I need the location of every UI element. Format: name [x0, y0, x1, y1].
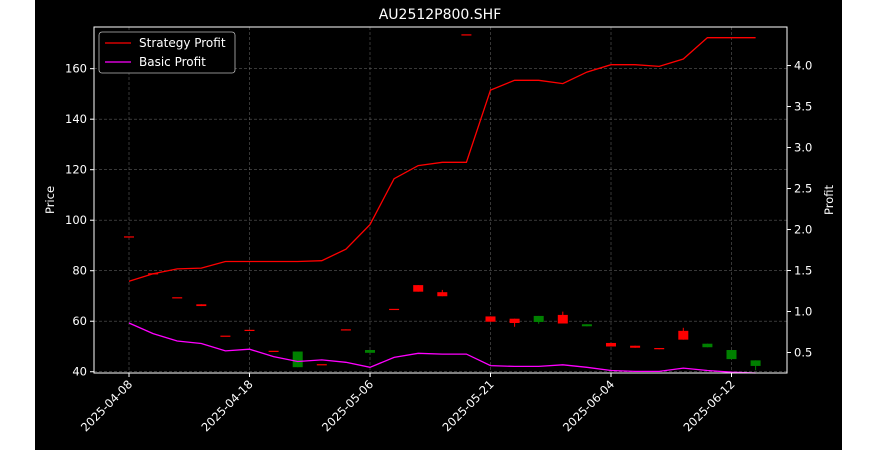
x-tick-label: 2025-06-12 — [680, 377, 737, 434]
y-tick-label-left: 140 — [65, 112, 87, 126]
y-tick-label-right: 2.0 — [794, 223, 812, 237]
candle-body — [389, 308, 400, 311]
y-tick-label-left: 120 — [65, 163, 87, 177]
candle-body — [196, 304, 207, 307]
y-tick-label-left: 60 — [72, 314, 87, 328]
x-tick-label: 2025-05-21 — [439, 377, 496, 434]
candle — [509, 318, 520, 327]
y-axis-right-label: Profit — [822, 185, 836, 215]
candle-body — [702, 343, 713, 348]
candle — [389, 308, 400, 311]
y-tick-label-left: 100 — [65, 213, 87, 227]
chart-figure: 40 60 80 100 120 140 160 0.5 1.0 1.5 2.0 2.5 3.0 3.5… — [35, 0, 842, 450]
candle — [244, 329, 255, 332]
legend-label-strategy-profit: Strategy Profit — [139, 36, 226, 50]
y-axis-left-label: Price — [43, 186, 57, 214]
candle-body — [509, 318, 520, 323]
candle — [196, 304, 207, 307]
candle-body — [726, 350, 737, 360]
candle-body — [557, 314, 568, 324]
candle-body — [244, 329, 255, 332]
series-line-basic-profit — [128, 322, 756, 374]
y-tick-label-right: 0.5 — [794, 346, 812, 360]
candle — [316, 364, 327, 366]
candle — [172, 297, 183, 299]
candle-body — [678, 330, 689, 340]
candle — [678, 327, 689, 340]
candle-body — [316, 364, 327, 366]
candle-body — [292, 351, 303, 368]
candle — [437, 289, 448, 297]
candle — [292, 351, 303, 368]
candle — [461, 34, 472, 36]
candle — [630, 345, 641, 348]
candle — [124, 236, 134, 238]
x-tick-label: 2025-04-18 — [198, 377, 255, 434]
y-tick-label-left: 40 — [72, 365, 87, 379]
candle — [220, 335, 231, 337]
y-tick-label-right: 3.5 — [794, 100, 812, 114]
candle — [340, 329, 351, 331]
candle-body — [124, 236, 134, 238]
candle-body — [654, 347, 665, 350]
y-axis-left: 40 60 80 100 120 140 160 — [65, 62, 94, 379]
x-tick-label: 2025-04-08 — [78, 377, 135, 434]
candle — [702, 343, 713, 348]
y-tick-label-right: 2.5 — [794, 182, 812, 196]
y-axis-right: 0.5 1.0 1.5 2.0 2.5 3.0 3.5 4.0 — [787, 59, 812, 360]
plot-frame — [93, 26, 788, 374]
y-tick-label-left: 160 — [65, 62, 87, 76]
candle — [750, 360, 761, 371]
series-line-strategy-profit — [128, 37, 756, 282]
grid — [94, 27, 787, 373]
candle-body — [340, 329, 351, 331]
candle — [365, 350, 375, 353]
candle — [654, 347, 665, 350]
candle-body — [606, 342, 616, 347]
candle-body — [630, 345, 641, 348]
candle — [485, 316, 496, 322]
profit-lines — [128, 37, 756, 374]
x-tick-label: 2025-05-06 — [319, 377, 376, 434]
candle — [413, 285, 424, 292]
candle-body — [485, 316, 496, 322]
y-tick-label-right: 3.0 — [794, 141, 812, 155]
candle — [581, 324, 592, 327]
candle — [606, 342, 616, 347]
y-tick-label-right: 1.5 — [794, 264, 812, 278]
candle-body — [365, 350, 375, 353]
candle — [726, 350, 737, 360]
y-tick-label-right: 4.0 — [794, 59, 812, 73]
candle — [557, 311, 568, 324]
candle-body — [437, 292, 448, 297]
candle — [533, 315, 544, 324]
candle-body — [461, 34, 472, 36]
candle-body — [750, 360, 761, 366]
y-tick-label-left: 80 — [72, 264, 87, 278]
candle-body — [268, 350, 279, 352]
legend-box — [98, 31, 236, 74]
x-tick-label: 2025-06-04 — [560, 377, 617, 434]
candles — [124, 34, 761, 371]
candle — [268, 350, 279, 352]
x-axis: 2025-04-08 2025-04-18 2025-05-06 2025-05-21… — [78, 373, 738, 434]
y-tick-label-right: 1.0 — [794, 305, 812, 319]
candle-body — [581, 324, 592, 327]
chart-svg: 40 60 80 100 120 140 160 0.5 1.0 1.5 2.0 2.5 3.0 3.5… — [43, 7, 836, 434]
chart-title: AU2512P800.SHF — [379, 7, 502, 23]
candle-body — [413, 285, 424, 292]
legend: Strategy Profit Basic Profit — [98, 31, 236, 74]
candle-body — [172, 297, 183, 299]
candle-body — [220, 335, 231, 337]
legend-label-basic-profit: Basic Profit — [139, 55, 206, 69]
candle-body — [533, 315, 544, 322]
